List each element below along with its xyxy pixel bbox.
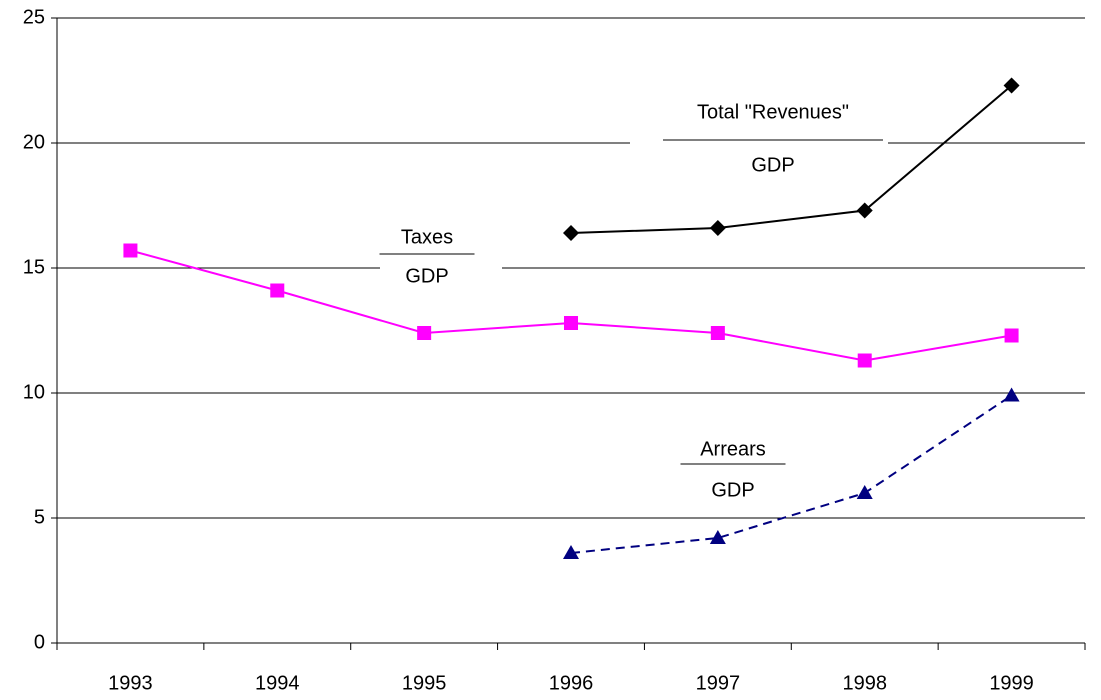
- x-tick-label: 1997: [696, 672, 741, 694]
- marker: [709, 220, 726, 236]
- annotation-denominator: GDP: [711, 479, 754, 501]
- y-tick-label: 25: [23, 6, 45, 28]
- x-tick-label: 1995: [402, 672, 447, 694]
- marker: [564, 316, 578, 330]
- marker: [709, 530, 726, 544]
- marker: [856, 485, 873, 499]
- annotation-numerator: Taxes: [401, 226, 453, 248]
- marker: [710, 326, 725, 340]
- y-tick-label: 0: [34, 631, 45, 653]
- annotation-background: [380, 226, 502, 288]
- marker: [856, 202, 873, 219]
- marker: [270, 283, 285, 298]
- x-tick-label: 1999: [989, 672, 1034, 694]
- y-tick-label: 5: [34, 506, 45, 528]
- series-line: [130, 249, 1012, 362]
- x-tick-label: 1996: [549, 672, 594, 694]
- marker: [417, 326, 432, 340]
- marker: [563, 225, 579, 241]
- y-tick-label: 10: [23, 381, 45, 403]
- series-line: [570, 84, 1013, 234]
- marker: [563, 545, 579, 559]
- x-tick-label: 1993: [108, 672, 153, 694]
- annotation-numerator: Arrears: [700, 438, 766, 460]
- annotation-denominator: GDP: [405, 265, 448, 287]
- marker: [1004, 328, 1019, 343]
- x-tick-label: 1994: [255, 672, 300, 694]
- x-tick-label: 1998: [842, 672, 887, 694]
- y-tick-label: 15: [23, 256, 45, 278]
- marker: [1003, 387, 1020, 402]
- annotation-background: [675, 436, 790, 506]
- annotation-numerator: Total "Revenues": [697, 101, 849, 123]
- y-tick-label: 20: [23, 131, 45, 153]
- marker: [857, 353, 872, 368]
- annotation-denominator: GDP: [751, 154, 794, 176]
- marker: [123, 243, 138, 258]
- marker: [1003, 77, 1020, 94]
- series-line: [570, 394, 1013, 554]
